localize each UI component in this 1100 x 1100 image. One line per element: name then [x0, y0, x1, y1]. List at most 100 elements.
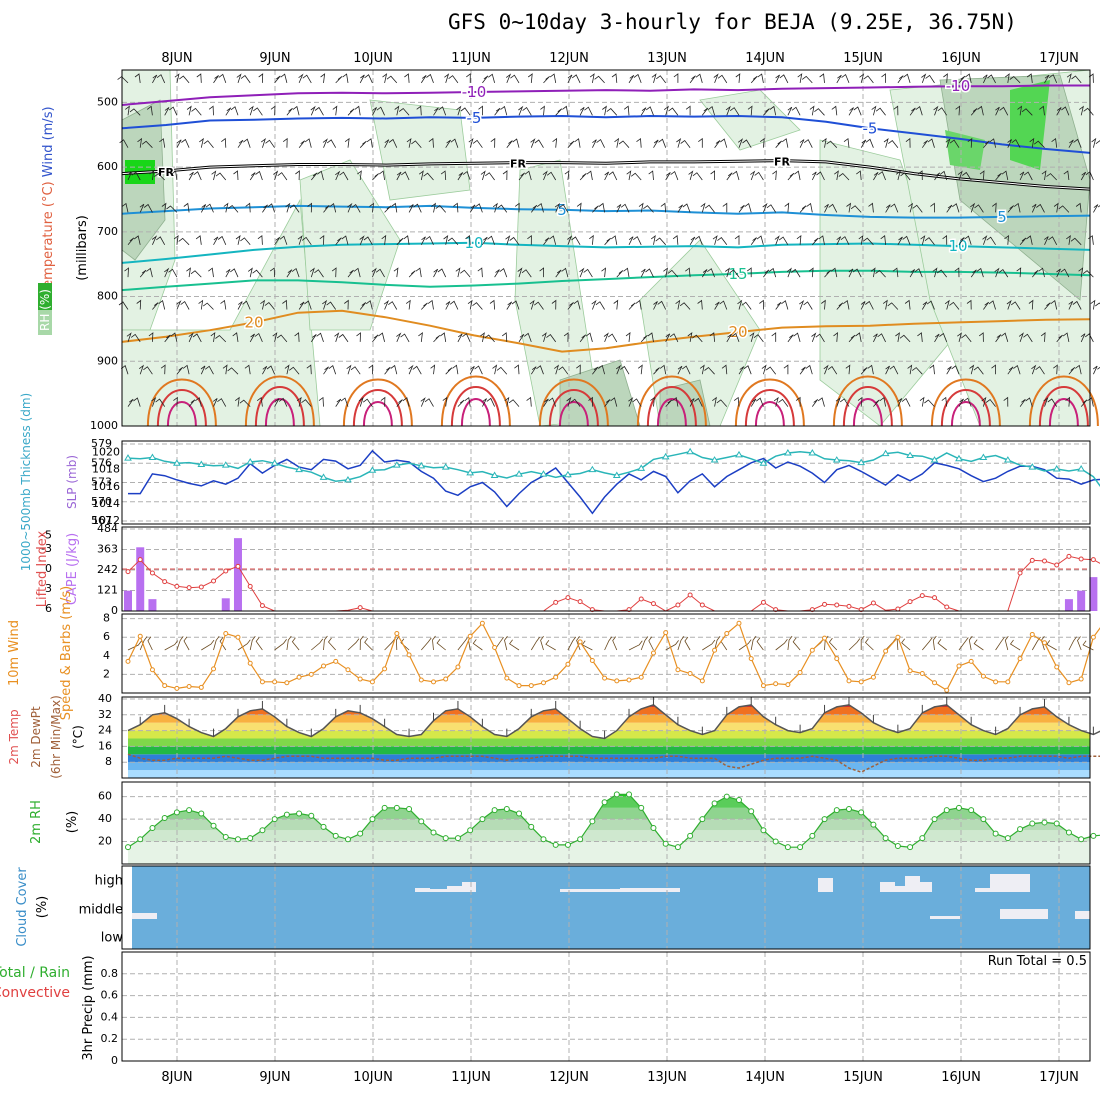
- series-point: [148, 453, 157, 460]
- wind-barb: [137, 137, 143, 148]
- wind-barb: [279, 235, 288, 245]
- wind-barb-10m: [750, 635, 757, 651]
- wind-barb-10m: [932, 635, 937, 651]
- wind-barb: [775, 301, 782, 310]
- wind-barb: [350, 366, 361, 375]
- wind-speed-point: [907, 668, 913, 674]
- temperature-contours: -10 -10 -5 -5 FR FR FR 5 5 10 10 15 20 20: [121, 76, 1091, 353]
- wind-speed-point: [809, 647, 815, 653]
- lifted-index-point: [907, 599, 913, 605]
- wind-barb: [983, 301, 990, 310]
- wind-barb: [501, 332, 508, 342]
- wind-barb: [225, 268, 231, 278]
- wind-barb: [719, 300, 728, 310]
- lifted-index-point: [675, 602, 681, 608]
- wind-barb: [1004, 73, 1010, 83]
- wind-barb: [966, 299, 972, 310]
- rh-patch: [819, 139, 961, 427]
- wind-barb: [742, 139, 752, 148]
- cloud-high-block: [880, 882, 895, 892]
- rh-point: [980, 816, 987, 823]
- wind-barb: [1038, 267, 1045, 278]
- wind-barb: [663, 105, 669, 116]
- date-label-bottom: 12JUN: [549, 1070, 589, 1085]
- contour-label: FR: [774, 156, 791, 169]
- wind-barb: [902, 235, 911, 245]
- wind-barb: [331, 267, 337, 278]
- wind-barb: [208, 105, 214, 116]
- wind-barb: [262, 204, 268, 213]
- wind-barb: [917, 170, 923, 181]
- wind-barb: [811, 399, 819, 407]
- wind-barb: [555, 269, 562, 278]
- wind-barb: [269, 267, 275, 278]
- rh-point: [357, 830, 364, 837]
- surface-contour: [166, 401, 197, 427]
- wind-barb: [215, 172, 227, 181]
- rh-tick: 20: [98, 835, 112, 848]
- wind-barb: [248, 105, 254, 116]
- rh-point: [149, 825, 156, 832]
- cloud-unit-label: (%): [35, 896, 50, 919]
- wind-barb-10m: [1009, 639, 1021, 651]
- surface-contour: [362, 401, 393, 427]
- wind-barb: [364, 74, 373, 84]
- wind-barb: [1087, 397, 1094, 407]
- series-point: [661, 452, 670, 460]
- wind-barb: [967, 137, 973, 148]
- wind-barb-10m: [604, 636, 613, 651]
- wind-barb: [655, 237, 666, 246]
- cloud-high-block: [462, 882, 476, 892]
- wind-barb: [291, 267, 300, 278]
- wind-barb: [610, 397, 618, 407]
- lifted-index-point: [1066, 553, 1072, 559]
- wind-barb-10m: [364, 638, 373, 651]
- lifted-index-point: [223, 568, 229, 574]
- wind-barb: [717, 74, 728, 84]
- wind-barb: [749, 332, 755, 343]
- wind-barb: [301, 236, 312, 246]
- rh-point: [613, 791, 620, 798]
- wind-barb: [592, 205, 599, 213]
- wind-barb: [1097, 205, 1100, 208]
- wind-barb: [811, 332, 817, 343]
- wind-barb: [554, 364, 560, 375]
- wind-barb: [252, 269, 263, 278]
- wind-barb-10m: [201, 639, 215, 651]
- li-tick: -5: [41, 529, 52, 542]
- wind-barb: [738, 366, 745, 375]
- lifted-index-point: [1054, 562, 1060, 568]
- wind-barb-10m: [436, 638, 446, 651]
- wind-barb: [1031, 269, 1039, 278]
- wind-barb: [302, 74, 312, 84]
- wind-barb: [335, 398, 342, 407]
- wind-barb: [567, 235, 573, 245]
- wind-speed-point: [785, 682, 791, 688]
- date-label-top: 14JUN: [745, 51, 785, 66]
- rh-point: [271, 816, 278, 823]
- wind-barb: [867, 364, 874, 375]
- wind-barb: [242, 300, 251, 310]
- wind-tick: 6: [103, 630, 110, 643]
- wind-barb: [594, 75, 605, 84]
- rh-point: [479, 816, 486, 823]
- wind-barb: [763, 269, 770, 278]
- wind-speed-point: [846, 678, 852, 684]
- wind-barb: [881, 73, 886, 83]
- wind-barb: [592, 366, 599, 375]
- wind-speed-point: [944, 687, 950, 693]
- wind-barb: [699, 364, 705, 375]
- wind-speed-point: [980, 673, 986, 679]
- wind-barb: [1073, 138, 1082, 148]
- wind-barb: [729, 269, 740, 278]
- pressure-tick: 1000: [90, 419, 118, 432]
- wind-barb: [186, 267, 191, 278]
- rh-point: [882, 835, 889, 842]
- rh-point: [454, 835, 461, 842]
- wind-barb: [920, 235, 926, 245]
- wind-barb-10m: [714, 635, 721, 651]
- wind-barb: [659, 364, 667, 375]
- wind-barb: [949, 139, 960, 148]
- wind-barb: [803, 139, 813, 148]
- wind-barb: [445, 301, 451, 310]
